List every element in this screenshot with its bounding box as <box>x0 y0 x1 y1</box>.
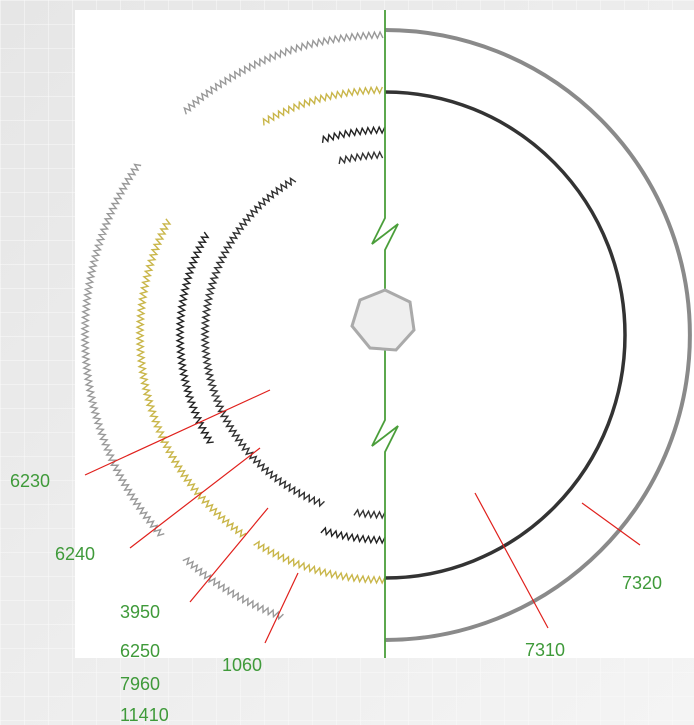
leader-line <box>189 507 269 603</box>
ring <box>200 176 325 508</box>
callout-label: 1060 <box>222 655 262 675</box>
center-hub <box>350 288 416 352</box>
ring <box>353 508 386 520</box>
callout-label: 11410 <box>120 705 169 725</box>
callout-label: 3950 <box>120 602 160 622</box>
ring <box>320 526 386 545</box>
leader-line <box>264 572 299 644</box>
ring <box>183 30 384 115</box>
rings <box>80 28 692 642</box>
ring <box>321 125 386 143</box>
ring <box>80 163 165 537</box>
leader-line <box>84 389 271 476</box>
leader-line <box>129 447 261 549</box>
ring <box>384 28 692 642</box>
leader-line <box>581 502 641 546</box>
ring <box>338 150 384 165</box>
ring <box>175 231 214 444</box>
ring <box>384 90 627 580</box>
callout-label: 6250 <box>120 641 160 661</box>
callout-label: 6240 <box>55 544 95 564</box>
callout-label: 7960 <box>120 674 160 694</box>
ring <box>253 540 386 585</box>
leader-line <box>474 492 549 629</box>
callout-label: 7310 <box>525 640 565 660</box>
ring <box>182 556 284 621</box>
ring <box>135 218 247 538</box>
callout-label: 6230 <box>10 471 50 491</box>
ring <box>262 85 383 126</box>
callout-label: 7320 <box>622 573 662 593</box>
